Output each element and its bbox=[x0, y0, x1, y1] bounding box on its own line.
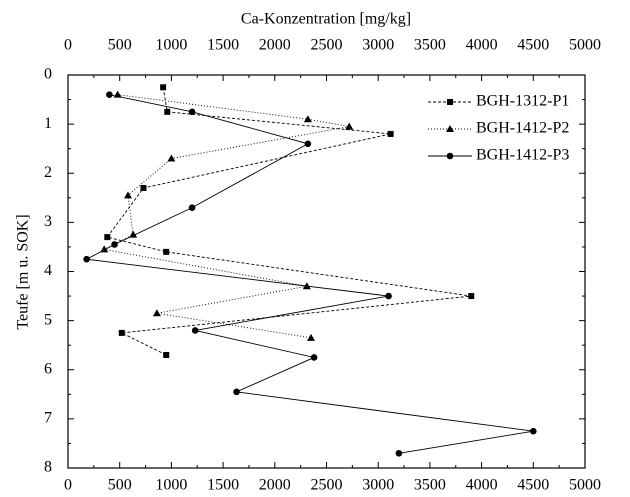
circle-marker bbox=[106, 91, 113, 98]
circle-marker bbox=[304, 140, 312, 148]
triangle-marker bbox=[306, 333, 315, 341]
x-tick-label-bottom: 2500 bbox=[311, 477, 343, 494]
x-tick-label-bottom: 1000 bbox=[155, 477, 187, 494]
circle-marker bbox=[111, 241, 118, 248]
x-tick-label-bottom: 4500 bbox=[517, 477, 549, 494]
triangle-marker bbox=[345, 122, 354, 130]
series-line bbox=[102, 94, 350, 339]
legend-label: BGH-1412-P3 bbox=[476, 147, 569, 164]
triangle-marker bbox=[152, 309, 161, 317]
square-marker bbox=[163, 352, 170, 359]
y-tick-label: 7 bbox=[44, 410, 52, 427]
y-tick-label: 4 bbox=[44, 262, 52, 279]
x-tick-label-top: 4500 bbox=[517, 37, 549, 54]
x-tick-label-top: 0 bbox=[64, 37, 72, 54]
circle-marker bbox=[83, 255, 90, 263]
y-tick-label: 2 bbox=[44, 164, 52, 181]
x-tick-label-top: 3500 bbox=[414, 37, 446, 54]
square-marker bbox=[104, 234, 111, 241]
series-line bbox=[106, 87, 472, 356]
x-tick-label-top: 5000 bbox=[569, 37, 601, 54]
y-tick-label: 6 bbox=[44, 360, 52, 377]
x-tick-label-bottom: 500 bbox=[108, 477, 132, 494]
circle-marker bbox=[188, 108, 196, 116]
circle-marker bbox=[191, 327, 199, 334]
chart-title: Ca-Konzentration [mg/kg] bbox=[241, 11, 411, 28]
square-marker bbox=[468, 293, 475, 300]
x-tick-label-bottom: 3000 bbox=[362, 477, 394, 494]
y-tick-label: 3 bbox=[44, 213, 52, 230]
square-marker bbox=[140, 184, 147, 191]
legend-label: BGH-1412-P2 bbox=[476, 120, 569, 137]
x-tick-label-top: 2500 bbox=[311, 37, 343, 54]
y-tick-label: 0 bbox=[44, 66, 52, 83]
circle-marker bbox=[188, 204, 196, 211]
circle-marker bbox=[310, 354, 318, 361]
circle-marker bbox=[233, 388, 240, 396]
square-marker bbox=[118, 329, 125, 336]
triangle-marker bbox=[167, 154, 176, 162]
square-marker bbox=[387, 130, 394, 137]
y-tick-label: 8 bbox=[44, 459, 52, 476]
triangle-marker bbox=[129, 230, 138, 238]
y-tick-label: 5 bbox=[44, 311, 52, 328]
square-marker bbox=[447, 99, 453, 105]
x-tick-label-bottom: 3500 bbox=[414, 477, 446, 494]
circle-marker bbox=[446, 152, 454, 160]
x-tick-label-top: 4000 bbox=[466, 37, 498, 54]
square-marker bbox=[160, 84, 167, 91]
triangle-marker bbox=[446, 125, 454, 132]
x-tick-label-bottom: 2000 bbox=[259, 477, 291, 494]
x-tick-label-top: 1000 bbox=[155, 37, 187, 54]
x-tick-label-top: 3000 bbox=[362, 37, 394, 54]
square-marker bbox=[163, 248, 170, 255]
circle-marker bbox=[395, 449, 403, 457]
triangle-marker bbox=[123, 191, 132, 199]
x-tick-label-top: 1500 bbox=[207, 37, 239, 54]
x-tick-label-bottom: 5000 bbox=[569, 477, 601, 494]
circle-marker bbox=[530, 427, 537, 435]
x-tick-label-top: 500 bbox=[108, 37, 132, 54]
triangle-marker bbox=[303, 115, 312, 123]
x-tick-label-bottom: 1500 bbox=[207, 477, 239, 494]
legend-label: BGH-1312-P1 bbox=[476, 93, 569, 110]
y-tick-label: 1 bbox=[44, 115, 52, 132]
series-line bbox=[85, 94, 534, 454]
square-marker bbox=[164, 108, 171, 115]
x-tick-label-bottom: 4000 bbox=[466, 477, 498, 494]
circle-marker bbox=[385, 292, 392, 300]
y-axis-label: Teufe [m u. SOK] bbox=[15, 214, 32, 329]
x-tick-label-top: 2000 bbox=[259, 37, 291, 54]
x-tick-label-bottom: 0 bbox=[64, 477, 72, 494]
